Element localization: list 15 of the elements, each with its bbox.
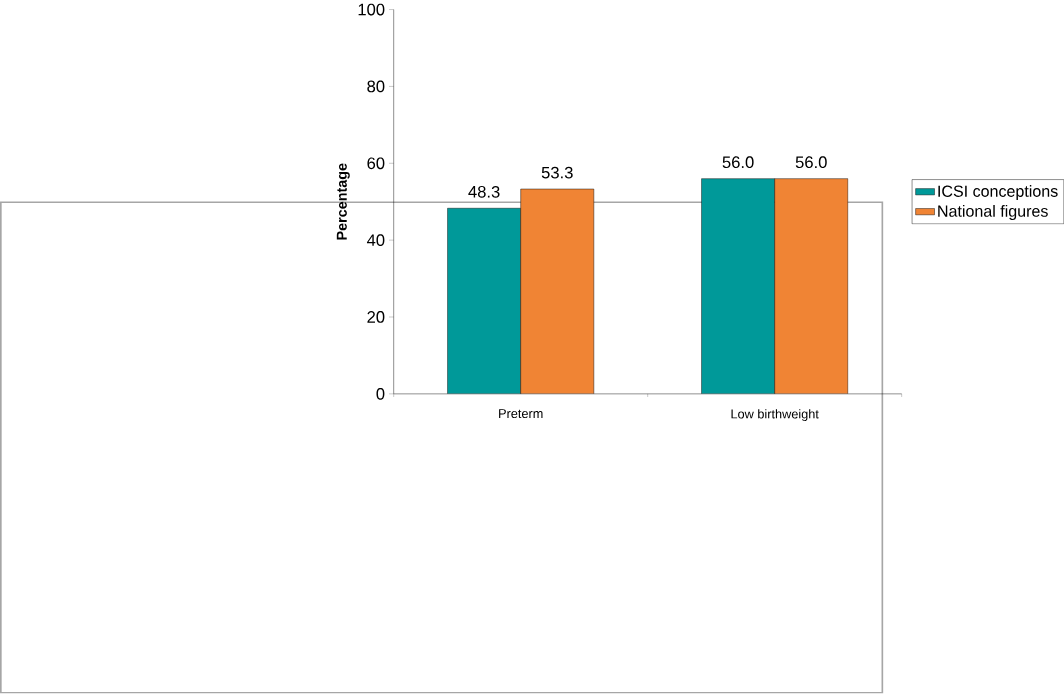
- data-label: 56.0: [795, 156, 827, 169]
- y-tick-label: 20: [367, 311, 385, 324]
- x-tick-label: Preterm: [499, 409, 543, 419]
- data-label: 53.3: [541, 166, 573, 179]
- y-tick-label: 0: [376, 388, 385, 400]
- data-label: 56.0: [722, 156, 754, 169]
- y-tick-label: 60: [367, 157, 385, 170]
- legend-label: ICSI conceptions: [938, 185, 1058, 201]
- legend-label: National figures: [938, 205, 1048, 221]
- y-tick-label: 80: [367, 80, 385, 93]
- y-axis-title: Percentage: [336, 163, 350, 240]
- y-tick-label: 100: [358, 3, 385, 16]
- data-label: 48.3: [468, 186, 500, 198]
- y-tick-label: 40: [366, 234, 385, 247]
- x-tick-label: Low birthweight: [731, 409, 819, 422]
